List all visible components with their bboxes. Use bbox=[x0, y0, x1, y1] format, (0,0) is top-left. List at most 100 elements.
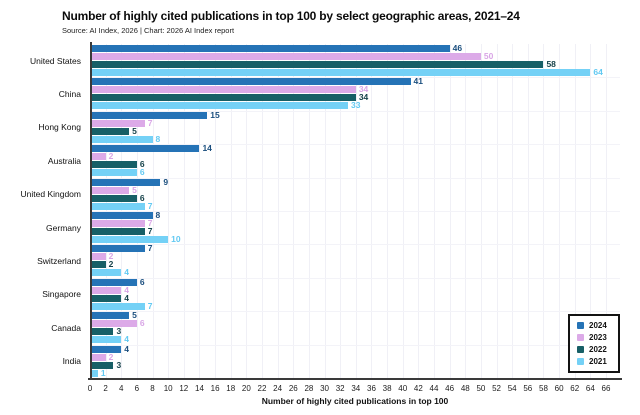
bar-value-label: 4 bbox=[124, 284, 129, 295]
bar: 1 bbox=[90, 368, 106, 377]
x-tick-label: 50 bbox=[476, 384, 486, 393]
bar: 2 bbox=[90, 260, 113, 269]
bar-value-label: 50 bbox=[483, 51, 494, 61]
chart-source-note: Source: AI Index, 2026 | Chart: 2026 AI … bbox=[62, 26, 235, 35]
x-tick-label: 58 bbox=[539, 384, 548, 393]
bar-value-label: 7 bbox=[147, 300, 153, 311]
bar-value-label: 8 bbox=[155, 133, 161, 144]
bar-value-label: 64 bbox=[593, 67, 603, 77]
bar-value-label: 6 bbox=[139, 318, 145, 329]
legend-label: 2024 bbox=[589, 321, 607, 330]
legend-label: 2022 bbox=[589, 345, 607, 354]
bar-value-label: 3 bbox=[116, 359, 122, 370]
x-tick-label: 52 bbox=[492, 384, 501, 393]
bar-value-label: 7 bbox=[147, 200, 153, 211]
y-axis-line bbox=[90, 42, 92, 378]
bar: 4 bbox=[90, 285, 129, 294]
bar-value-label: 34 bbox=[358, 92, 369, 103]
legend-item: 2023 bbox=[577, 333, 618, 342]
x-tick-label: 36 bbox=[367, 384, 376, 393]
bar-value-label: 9 bbox=[163, 176, 169, 187]
bar: 4 bbox=[90, 335, 129, 344]
bar-value-label: 6 bbox=[139, 159, 145, 170]
x-tick-label: 66 bbox=[601, 384, 611, 393]
x-tick-label: 62 bbox=[570, 384, 580, 393]
x-tick-label: 26 bbox=[288, 384, 298, 393]
x-tick-label: 42 bbox=[413, 384, 423, 393]
legend: 2024 2023 2022 2021 bbox=[568, 314, 620, 373]
category-label: United Kingdom bbox=[20, 189, 81, 200]
bar: 46 bbox=[90, 44, 462, 53]
bar-value-label: 4 bbox=[124, 292, 129, 303]
legend-swatch-icon bbox=[577, 334, 584, 341]
bar-value-label: 2 bbox=[108, 251, 114, 262]
category-label: Canada bbox=[51, 322, 81, 333]
x-axis-line bbox=[88, 378, 622, 380]
category-label: Singapore bbox=[42, 289, 81, 300]
legend-item: 2022 bbox=[577, 345, 618, 354]
bar-value-label: 3 bbox=[116, 326, 122, 337]
bar: 7 bbox=[90, 301, 152, 310]
legend-label: 2021 bbox=[589, 357, 607, 366]
bar: 5 bbox=[90, 185, 137, 194]
bar: 9 bbox=[90, 177, 168, 186]
bar: 4 bbox=[90, 293, 129, 302]
x-tick-label: 34 bbox=[351, 384, 361, 393]
category-label: India bbox=[62, 356, 81, 367]
bar-value-label: 7 bbox=[147, 218, 153, 228]
bar-value-label: 33 bbox=[351, 100, 361, 111]
gridline bbox=[90, 177, 620, 179]
x-tick-label: 30 bbox=[320, 384, 329, 393]
x-tick-label: 6 bbox=[134, 384, 140, 393]
bar-value-label: 5 bbox=[132, 125, 137, 136]
bar-value-label: 14 bbox=[202, 143, 212, 154]
plot-area: United States 46 50 58 64 China 41 34 34 33 Hong K… bbox=[21, 42, 622, 393]
bar-value-label: 1 bbox=[100, 367, 106, 378]
x-tick-label: 64 bbox=[585, 384, 595, 393]
bar-value-label: 7 bbox=[147, 226, 153, 236]
bar-value-label: 6 bbox=[139, 276, 145, 287]
x-tick-label: 28 bbox=[304, 384, 314, 393]
x-tick-label: 46 bbox=[445, 384, 455, 393]
bar: 4 bbox=[90, 344, 129, 353]
x-tick-label: 20 bbox=[241, 384, 251, 393]
bar-value-label: 7 bbox=[147, 117, 153, 128]
x-tick-label: 60 bbox=[554, 384, 564, 393]
x-tick-label: 16 bbox=[210, 384, 220, 393]
x-tick-label: 54 bbox=[507, 384, 517, 393]
x-tick-label: 40 bbox=[398, 384, 408, 393]
x-tick-label: 56 bbox=[523, 384, 533, 393]
legend-item: 2021 bbox=[577, 357, 618, 366]
chart-title: Number of highly cited publications in t… bbox=[62, 9, 520, 23]
legend-label: 2023 bbox=[589, 333, 607, 342]
x-tick-label: 4 bbox=[119, 384, 124, 393]
bar: 5 bbox=[90, 126, 137, 135]
bar-value-label: 58 bbox=[546, 59, 556, 69]
bar: 64 bbox=[90, 68, 603, 77]
bar: 58 bbox=[90, 60, 556, 69]
bar: 2 bbox=[90, 252, 113, 261]
gridline bbox=[90, 144, 620, 146]
bar: 8 bbox=[90, 211, 160, 220]
bar-value-label: 10 bbox=[171, 234, 181, 244]
category-label: China bbox=[58, 89, 81, 100]
x-tick-label: 48 bbox=[460, 384, 470, 393]
category-label: Australia bbox=[47, 155, 81, 166]
gridline bbox=[90, 77, 620, 79]
x-tick-label: 14 bbox=[195, 384, 204, 393]
bar: 3 bbox=[90, 327, 121, 336]
category-label: United States bbox=[29, 55, 81, 66]
gridline bbox=[90, 244, 620, 246]
bar-value-label: 6 bbox=[139, 192, 145, 203]
bar: 7 bbox=[90, 201, 152, 210]
bar: 6 bbox=[90, 168, 145, 177]
bar-value-label: 5 bbox=[132, 310, 137, 321]
x-tick-label: 0 bbox=[87, 384, 93, 393]
bar-value-label: 2 bbox=[108, 151, 114, 162]
bar: 4 bbox=[90, 268, 129, 277]
x-tick-label: 44 bbox=[429, 384, 439, 393]
bar: 2 bbox=[90, 352, 113, 361]
bar: 6 bbox=[90, 193, 145, 202]
x-tick-label: 8 bbox=[150, 384, 155, 393]
bar: 34 bbox=[90, 93, 368, 102]
